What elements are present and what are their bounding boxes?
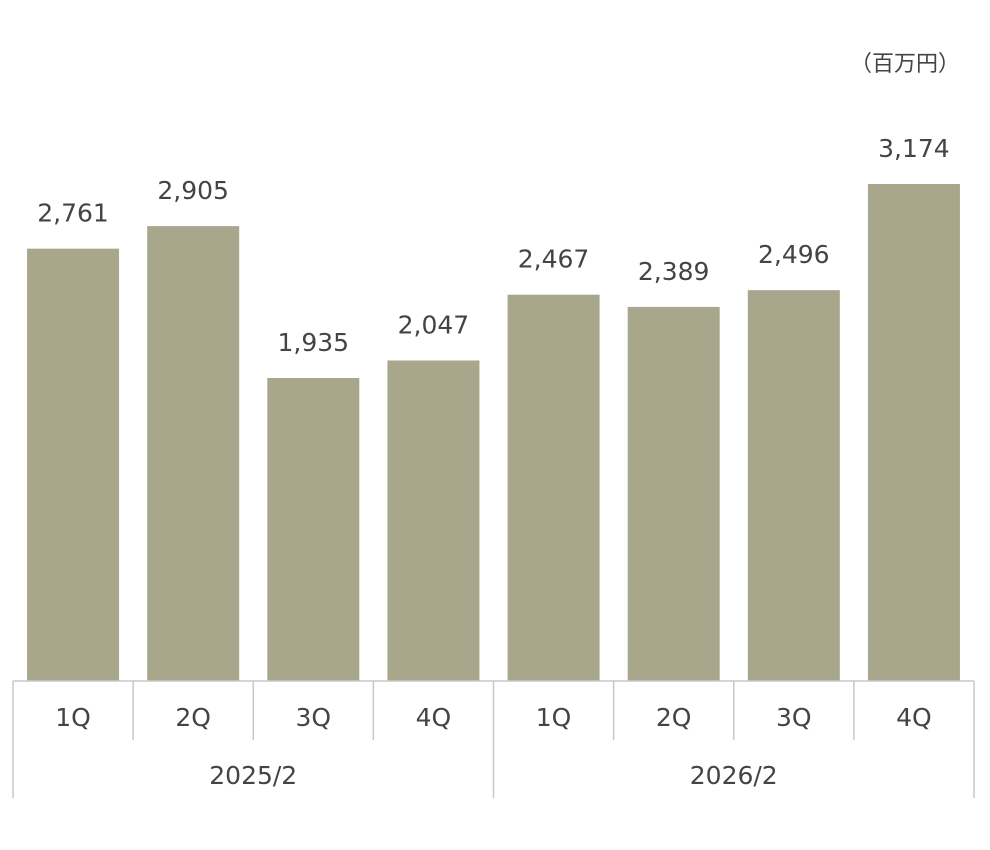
value-label: 2,047 — [398, 310, 470, 339]
value-label: 3,174 — [878, 134, 950, 163]
value-label: 2,467 — [518, 245, 590, 274]
value-label: 2,389 — [638, 257, 710, 286]
bar — [507, 294, 600, 681]
value-label: 1,935 — [278, 328, 350, 357]
x-tick-label: 2Q — [656, 703, 692, 732]
x-tick-label: 1Q — [55, 703, 91, 732]
bar — [27, 248, 120, 681]
value-label: 2,496 — [758, 240, 830, 269]
group-label: 2026/2 — [690, 761, 778, 790]
value-label: 2,905 — [157, 176, 229, 205]
bar — [147, 226, 240, 682]
x-tick-label: 4Q — [896, 703, 932, 732]
x-tick-label: 1Q — [536, 703, 572, 732]
group-label: 2025/2 — [209, 761, 297, 790]
bar — [387, 360, 480, 681]
bar — [627, 306, 720, 681]
bar — [747, 290, 840, 681]
x-tick-label: 3Q — [296, 703, 332, 732]
value-label: 2,761 — [37, 199, 109, 228]
unit-label: （百万円） — [850, 52, 960, 77]
bar — [267, 378, 360, 681]
x-tick-label: 3Q — [776, 703, 812, 732]
x-tick-label: 2Q — [175, 703, 211, 732]
bar — [867, 184, 960, 681]
x-tick-label: 4Q — [416, 703, 452, 732]
